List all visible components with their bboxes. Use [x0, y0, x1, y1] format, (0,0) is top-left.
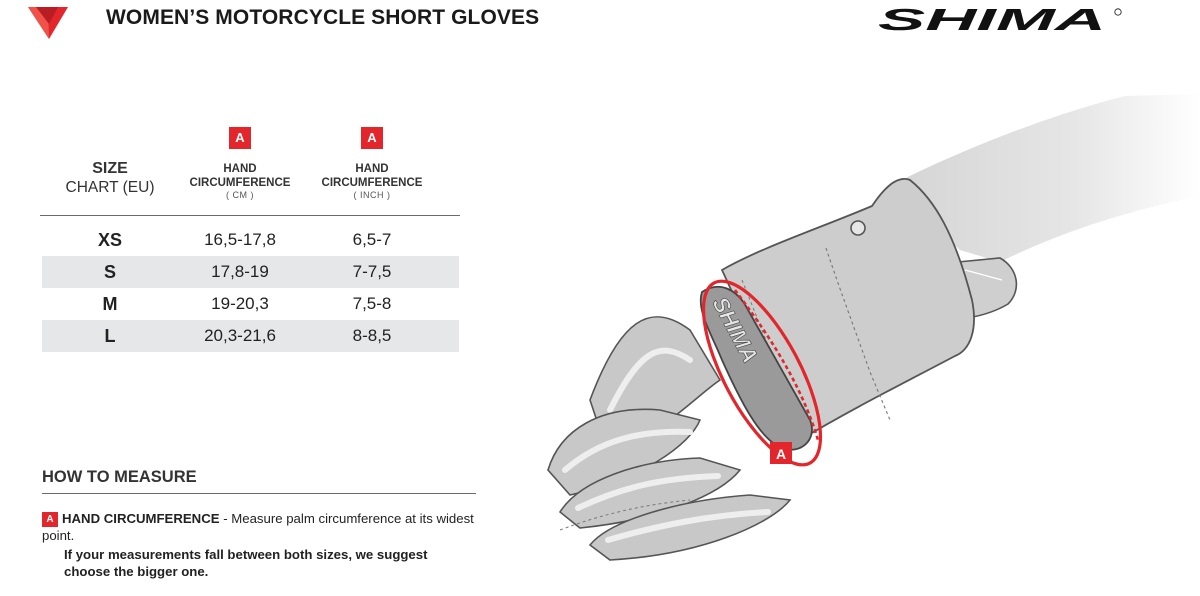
cm-cell: 16,5-17,8 [204, 230, 276, 249]
illustration-a-badge: A [776, 446, 786, 462]
glove-on-hand-illustration-icon: SHIMA A [547, 94, 1200, 561]
page-title: WOMEN’S MOTORCYCLE SHORT GLOVES [106, 6, 540, 29]
size-chart-table: SIZE CHART (EU) A HAND CIRCUMFERENCE ( C… [40, 124, 460, 352]
table-row: L 20,3-21,6 8-8,5 [42, 320, 459, 352]
how-to-measure-section: HOW TO MEASURE A HAND CIRCUMFERENCE - Mea… [42, 468, 476, 580]
how-to-measure-title: HOW TO MEASURE [42, 468, 476, 494]
size-chart-heading: SIZE CHART (EU) [40, 160, 180, 197]
size-label: SIZE [92, 160, 128, 177]
column-name-line2: CIRCUMFERENCE [321, 177, 423, 189]
inch-cell: 8-8,5 [352, 326, 392, 345]
size-cell: M [102, 294, 118, 314]
column-unit: ( CM ) [226, 190, 254, 200]
inch-cell: 6,5-7 [352, 230, 392, 249]
shima-brand-logo: SHIMA [878, 4, 1122, 34]
brand-wordmark: SHIMA [878, 4, 1106, 34]
inch-cell: 7,5-8 [352, 294, 392, 313]
column-header-cm: A HAND CIRCUMFERENCE ( CM ) [175, 127, 305, 201]
size-cell: XS [97, 230, 122, 250]
column-unit: ( INCH ) [353, 190, 391, 200]
shima-arrow-logo-icon [28, 7, 68, 39]
size-cell: L [104, 326, 116, 346]
table-row: XS 16,5-17,8 6,5-7 [40, 224, 460, 256]
cm-cell: 19-20,3 [211, 294, 269, 313]
measure-a-badge: A [42, 512, 58, 527]
column-name-line1: HAND [355, 163, 389, 175]
sizing-advice-note: If your measurements fall between both s… [64, 547, 428, 579]
table-row: S 17,8-19 7-7,5 [42, 256, 459, 288]
cm-cell: 17,8-19 [211, 262, 269, 281]
measure-term: HAND CIRCUMFERENCE [62, 511, 220, 526]
table-row: M 19-20,3 7,5-8 [40, 288, 460, 320]
inch-cell: 7-7,5 [352, 262, 392, 281]
chart-eu-label: CHART (EU) [65, 179, 155, 196]
size-cell: S [103, 262, 116, 282]
measure-instruction: A HAND CIRCUMFERENCE - Measure palm circu… [42, 510, 476, 544]
cm-cell: 20,3-21,6 [204, 326, 276, 345]
measure-a-badge: A [229, 127, 251, 149]
column-name-line1: HAND [223, 163, 257, 175]
size-chart-header-row: SIZE CHART (EU) A HAND CIRCUMFERENCE ( C… [40, 124, 460, 216]
measure-a-badge: A [361, 127, 383, 149]
column-header-inch: A HAND CIRCUMFERENCE ( INCH ) [307, 127, 437, 201]
column-name-line2: CIRCUMFERENCE [189, 177, 291, 189]
measure-description: - Measure palm circumference at its wide… [42, 511, 474, 543]
